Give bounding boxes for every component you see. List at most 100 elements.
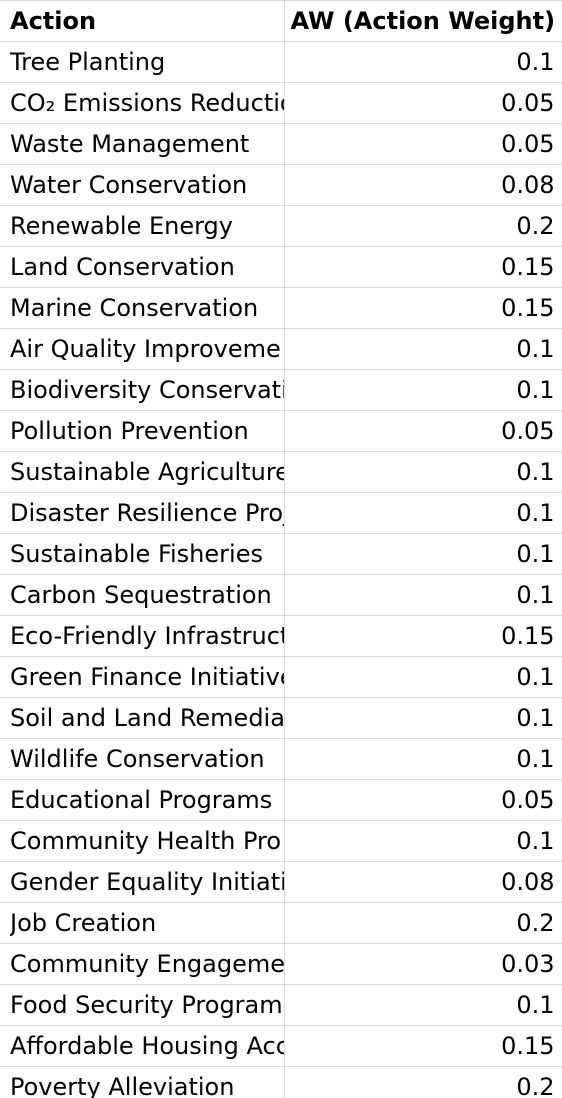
weight-cell[interactable]: 0.1 — [284, 451, 562, 493]
weight-cell[interactable]: 0.03 — [284, 943, 562, 985]
weight-cell[interactable]: 0.1 — [284, 369, 562, 411]
table-row: CO₂ Emissions Reductio 0.05 — [0, 82, 562, 124]
weight-cell[interactable]: 0.1 — [284, 328, 562, 370]
action-cell[interactable]: Soil and Land Remediat — [0, 697, 285, 739]
action-cell[interactable]: Air Quality Improveme — [0, 328, 285, 370]
table-row: Food Security Program 0.1 — [0, 984, 562, 1026]
weight-cell[interactable]: 0.05 — [284, 82, 562, 124]
action-cell[interactable]: Marine Conservation — [0, 287, 285, 329]
weight-cell[interactable]: 0.1 — [284, 697, 562, 739]
action-weight-value: 0.2 — [516, 1073, 555, 1098]
table-row: Job Creation 0.2 — [0, 902, 562, 944]
action-weight-value: 0.1 — [516, 827, 555, 855]
table-row: Tree Planting 0.1 — [0, 41, 562, 83]
weight-cell[interactable]: 0.1 — [284, 738, 562, 780]
action-weight-value: 0.15 — [501, 253, 555, 281]
action-cell[interactable]: Sustainable Agriculture — [0, 451, 285, 493]
weight-cell[interactable]: 0.05 — [284, 123, 562, 165]
action-cell[interactable]: Community Engageme — [0, 943, 285, 985]
action-cell[interactable]: Biodiversity Conservati — [0, 369, 285, 411]
action-cell[interactable]: Educational Programs — [0, 779, 285, 821]
action-weight-value: 0.15 — [501, 1032, 555, 1060]
action-weight-value: 0.1 — [516, 581, 555, 609]
action-cell[interactable]: CO₂ Emissions Reductio — [0, 82, 285, 124]
table-row: Eco-Friendly Infrastruct 0.15 — [0, 615, 562, 657]
weight-cell[interactable]: 0.1 — [284, 656, 562, 698]
table-row: Affordable Housing Acc 0.15 — [0, 1025, 562, 1067]
weight-cell[interactable]: 0.2 — [284, 205, 562, 247]
action-name: Soil and Land Remediat — [10, 704, 284, 732]
action-cell[interactable]: Sustainable Fisheries — [0, 533, 285, 575]
weight-cell[interactable]: 0.08 — [284, 861, 562, 903]
action-cell[interactable]: Community Health Pro — [0, 820, 285, 862]
action-weight-value: 0.15 — [501, 294, 555, 322]
action-cell[interactable]: Disaster Resilience Proj — [0, 492, 285, 534]
action-cell[interactable]: Eco-Friendly Infrastruct — [0, 615, 285, 657]
action-name: Land Conservation — [10, 253, 235, 281]
action-cell[interactable]: Pollution Prevention — [0, 410, 285, 452]
action-cell[interactable]: Wildlife Conservation — [0, 738, 285, 780]
action-cell[interactable]: Water Conservation — [0, 164, 285, 206]
action-name: Biodiversity Conservati — [10, 376, 284, 404]
action-weight-value: 0.08 — [501, 868, 555, 896]
action-cell[interactable]: Green Finance Initiative — [0, 656, 285, 698]
table-row: Disaster Resilience Proj 0.1 — [0, 492, 562, 534]
table-row: Air Quality Improveme 0.1 — [0, 328, 562, 370]
action-name: Tree Planting — [10, 48, 166, 76]
weight-cell[interactable]: 0.15 — [284, 1025, 562, 1067]
action-cell[interactable]: Land Conservation — [0, 246, 285, 288]
weight-cell[interactable]: 0.1 — [284, 41, 562, 83]
action-name: Air Quality Improveme — [10, 335, 281, 363]
table-row: Gender Equality Initiati 0.08 — [0, 861, 562, 903]
action-name: Renewable Energy — [10, 212, 233, 240]
weight-cell[interactable]: 0.15 — [284, 287, 562, 329]
action-cell[interactable]: Carbon Sequestration — [0, 574, 285, 616]
action-name: Disaster Resilience Proj — [10, 499, 284, 527]
action-weight-value: 0.1 — [516, 745, 555, 773]
weight-cell[interactable]: 0.15 — [284, 615, 562, 657]
action-cell[interactable]: Gender Equality Initiati — [0, 861, 285, 903]
action-name: Sustainable Agriculture — [10, 458, 284, 486]
table-row: Land Conservation 0.15 — [0, 246, 562, 288]
weight-cell[interactable]: 0.1 — [284, 492, 562, 534]
weight-cell[interactable]: 0.1 — [284, 820, 562, 862]
action-cell[interactable]: Affordable Housing Acc — [0, 1025, 285, 1067]
table-row: Carbon Sequestration 0.1 — [0, 574, 562, 616]
table-row: Soil and Land Remediat 0.1 — [0, 697, 562, 739]
action-weight-value: 0.05 — [501, 417, 555, 445]
action-cell[interactable]: Renewable Energy — [0, 205, 285, 247]
weight-cell[interactable]: 0.05 — [284, 779, 562, 821]
action-name: Affordable Housing Acc — [10, 1032, 284, 1060]
weight-cell[interactable]: 0.1 — [284, 984, 562, 1026]
weight-cell[interactable]: 0.15 — [284, 246, 562, 288]
weight-cell[interactable]: 0.2 — [284, 902, 562, 944]
weight-cell[interactable]: 0.05 — [284, 410, 562, 452]
weight-cell[interactable]: 0.1 — [284, 574, 562, 616]
action-name: Marine Conservation — [10, 294, 259, 322]
action-weight-value: 0.1 — [516, 458, 555, 486]
action-cell[interactable]: Job Creation — [0, 902, 285, 944]
header-cell-action[interactable]: Action — [0, 0, 285, 42]
action-name: Job Creation — [10, 909, 157, 937]
table-row: Community Engageme 0.03 — [0, 943, 562, 985]
action-name: Sustainable Fisheries — [10, 540, 263, 568]
table-row: Biodiversity Conservati 0.1 — [0, 369, 562, 411]
action-cell[interactable]: Poverty Alleviation — [0, 1066, 285, 1098]
action-weight-value: 0.1 — [516, 663, 555, 691]
action-cell[interactable]: Waste Management — [0, 123, 285, 165]
action-weight-value: 0.05 — [501, 786, 555, 814]
action-weight-value: 0.1 — [516, 991, 555, 1019]
action-cell[interactable]: Food Security Program — [0, 984, 285, 1026]
weight-cell[interactable]: 0.08 — [284, 164, 562, 206]
weight-cell[interactable]: 0.1 — [284, 533, 562, 575]
action-name: Poverty Alleviation — [10, 1073, 235, 1098]
action-name: Carbon Sequestration — [10, 581, 272, 609]
action-cell[interactable]: Tree Planting — [0, 41, 285, 83]
weight-cell[interactable]: 0.2 — [284, 1066, 562, 1098]
action-weight-value: 0.1 — [516, 48, 555, 76]
header-row: Action AW (Action Weight) — [0, 0, 562, 42]
table-row: Pollution Prevention 0.05 — [0, 410, 562, 452]
header-cell-weight[interactable]: AW (Action Weight) — [284, 0, 562, 42]
header-weight-label: AW (Action Weight) — [290, 7, 556, 35]
